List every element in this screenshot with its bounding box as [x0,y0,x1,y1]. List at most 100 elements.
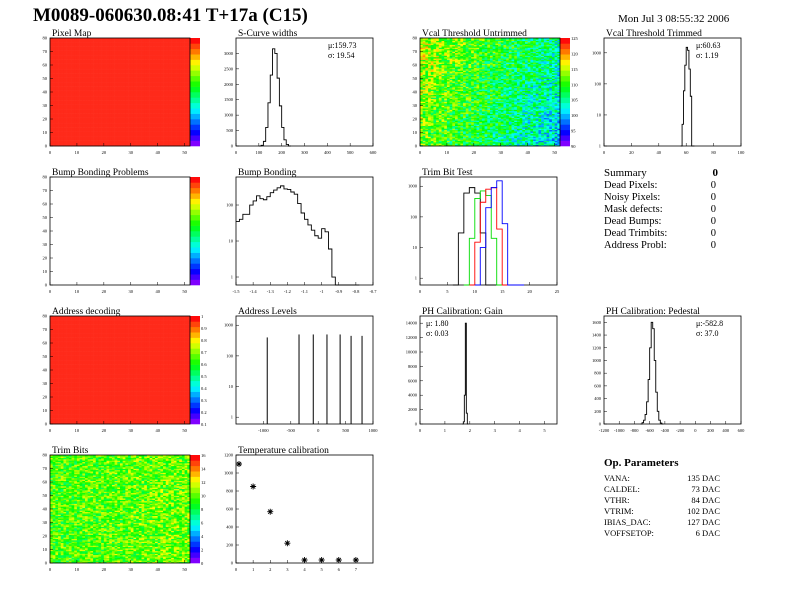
heatmap-cell [187,52,191,55]
heatmap-cell [79,79,83,82]
heatmap-cell [130,77,134,79]
heatmap-cell [168,141,172,144]
heatmap-cell [146,137,150,140]
heatmap-cell [109,119,113,121]
heatmap-cell [109,51,113,54]
heatmap-cell [117,116,121,118]
heatmap-cell [82,100,86,102]
heatmap-cell [130,136,134,139]
heatmap-cell [90,96,94,98]
heatmap-cell [122,106,126,109]
heatmap-cell [176,39,180,41]
heatmap-cell [85,137,88,140]
heatmap-cell [60,132,64,135]
heatmap-cell [103,114,107,117]
heatmap-cell [101,67,105,70]
heatmap-cell [63,133,67,136]
heatmap-cell [93,137,97,140]
heatmap-cell [98,75,102,78]
heatmap-cell [152,94,156,97]
heatmap-cell [122,92,126,94]
heatmap-cell [136,93,140,95]
heatmap-cell [422,71,426,74]
heatmap-cell [55,59,59,62]
heatmap-cell [60,73,64,75]
heatmap-cell [184,39,188,41]
heatmap-cell [74,114,78,117]
heatmap-cell [111,83,115,86]
heatmap-cell [103,55,107,58]
heatmap-cell [114,132,118,135]
heatmap-cell [85,131,88,133]
heatmap-cell [117,79,121,82]
heatmap-cell [71,143,75,145]
heatmap-cell [160,78,164,81]
heatmap-cell [171,40,175,43]
heatmap-cell [55,141,59,144]
heatmap-cell [171,73,175,75]
heatmap-cell [74,63,78,66]
heatmap-cell [428,125,432,128]
heatmap-cell [422,70,426,73]
heatmap-cell [425,55,429,58]
heatmap-cell [101,51,105,54]
heatmap-cell [157,139,161,141]
heatmap-cell [79,62,83,64]
heatmap-cell [111,124,115,127]
heatmap-cell [176,119,180,121]
heatmap-cell [141,50,145,52]
heatmap-cell [173,62,177,64]
heatmap-cell [136,74,140,77]
heatmap-cell [179,128,183,131]
heatmap-cell [133,102,137,105]
heatmap-cell [187,79,191,82]
heatmap-cell [136,136,140,139]
palette-cell [190,81,200,87]
heatmap-cell [71,136,75,139]
heatmap-cell [168,96,172,98]
heatmap-cell [71,100,75,102]
heatmap-cell [152,50,156,52]
heatmap-cell [117,77,121,79]
heatmap-cell [130,51,134,54]
heatmap-cell [111,117,115,120]
heatmap-cell [85,81,88,83]
heatmap-cell [109,44,113,47]
heatmap-cell [117,48,121,51]
heatmap-cell [95,67,99,70]
heatmap-cell [85,109,88,112]
heatmap-cell [187,73,191,75]
heatmap-cell [79,131,83,133]
heatmap-cell [50,106,53,109]
heatmap-cell [125,71,129,74]
heatmap-cell [50,43,53,46]
heatmap-cell [141,98,145,101]
heatmap-cell [125,141,129,144]
heatmap-cell [114,38,118,40]
heatmap-cell [55,102,59,105]
heatmap-cell [82,133,86,136]
heatmap-cell [425,89,429,91]
heatmap-cell [125,117,129,120]
heatmap-cell [184,54,188,56]
heatmap-cell [141,137,145,140]
heatmap-cell [136,129,140,132]
heatmap-cell [171,101,175,104]
heatmap-cell [114,48,118,51]
heatmap-cell [111,110,115,113]
heatmap-cell [98,59,102,62]
heatmap-cell [144,96,148,98]
heatmap-cell [85,67,88,70]
heatmap-cell [160,66,164,68]
heatmap-cell [120,139,123,141]
heatmap-cell [114,69,118,71]
heatmap-cell [141,108,145,110]
heatmap-cell [181,79,185,82]
heatmap-cell [179,47,183,50]
heatmap-cell [152,121,156,124]
heatmap-cell [130,98,134,101]
heatmap-cell [63,71,67,74]
heatmap-cell [109,123,113,125]
heatmap-cell [152,62,156,64]
